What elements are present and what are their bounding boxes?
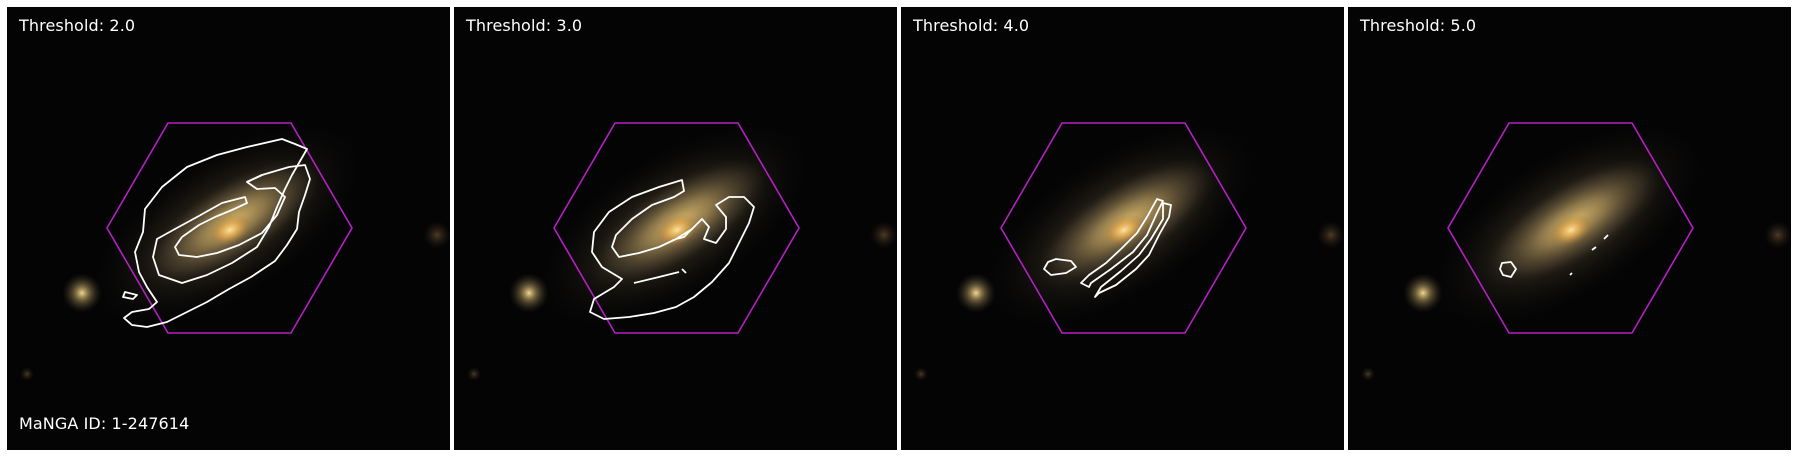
panel-threshold-2: Threshold: 2.0 MaNGA ID: 1-247614	[7, 7, 450, 450]
threshold-label: Threshold: 4.0	[913, 16, 1030, 35]
panel-threshold-4: Threshold: 4.0	[901, 7, 1344, 450]
galaxy-image	[20, 119, 450, 381]
ifu-hexagon	[106, 122, 353, 334]
contour-lines	[1499, 234, 1609, 278]
ifu-hexagon	[553, 122, 800, 334]
manga-id-label: MaNGA ID: 1-247614	[19, 414, 190, 433]
panel-threshold-3: Threshold: 3.0	[454, 7, 897, 450]
panel-threshold-5: Threshold: 5.0	[1348, 7, 1791, 450]
threshold-label: Threshold: 3.0	[466, 16, 583, 35]
galaxy-image	[1361, 119, 1791, 381]
threshold-label: Threshold: 5.0	[1360, 16, 1477, 35]
contour-lines	[1043, 198, 1172, 298]
ifu-hexagon	[1447, 122, 1694, 334]
contour-lines	[122, 138, 311, 328]
contour-lines	[589, 179, 755, 320]
galaxy-image	[914, 119, 1344, 381]
threshold-label: Threshold: 2.0	[19, 16, 136, 35]
ifu-hexagon	[1000, 122, 1247, 334]
galaxy-image	[467, 119, 897, 381]
